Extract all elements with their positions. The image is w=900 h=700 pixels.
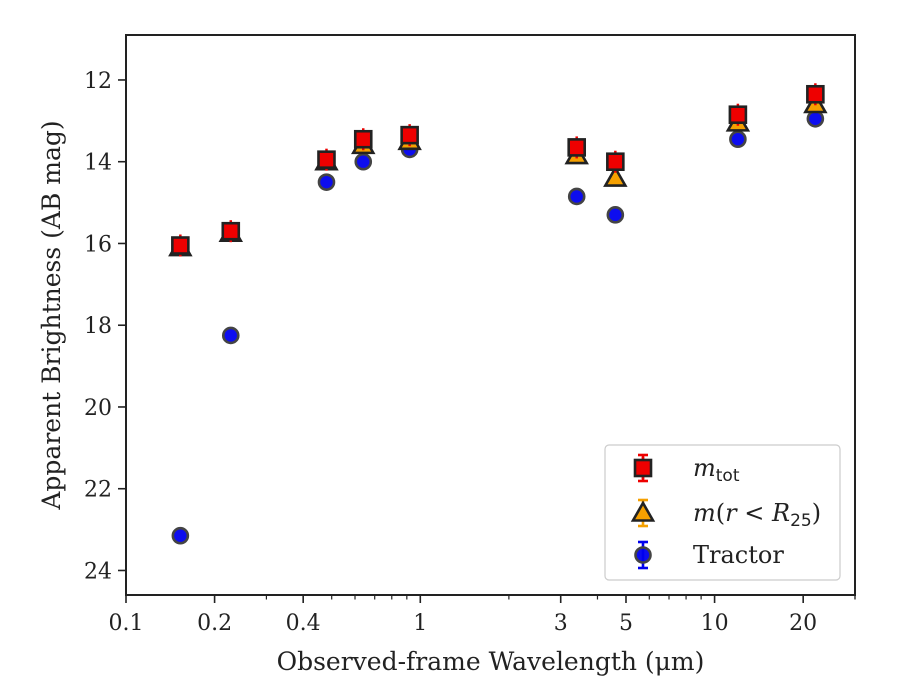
- x-tick-label: 3: [554, 611, 568, 636]
- data-point-circle: [317, 173, 336, 191]
- data-point-circle: [171, 526, 190, 545]
- data-point-circle: [806, 109, 825, 128]
- x-tick-label: 0.1: [109, 611, 144, 636]
- y-axis-title: Apparent Brightness (AB mag): [37, 120, 66, 510]
- y-tick-label: 24: [84, 559, 112, 584]
- y-tick-label: 22: [84, 478, 112, 503]
- series-square: [171, 83, 825, 257]
- legend-marker-square: [633, 457, 653, 479]
- legend-item: m(r < R25): [630, 498, 821, 531]
- data-point-triangle: [603, 165, 628, 187]
- plot-frame: [125, 34, 856, 596]
- x-tick-label: 20: [789, 611, 817, 636]
- y-tick-label: 12: [84, 69, 112, 94]
- y-tick-label: 14: [84, 151, 112, 176]
- data-point-circle: [567, 187, 586, 206]
- data-point-square: [171, 234, 190, 257]
- x-axis-ticks: 0.1 0.2 0.4 1 3 5 10 20: [109, 595, 817, 636]
- legend-item: Tractor: [634, 540, 784, 570]
- series-circle: [171, 109, 825, 545]
- x-axis-title: Observed-frame Wavelength (μm): [277, 647, 705, 676]
- data-point-square: [317, 148, 336, 171]
- legend: mtot m(r < R25) Tractor: [604, 444, 841, 581]
- data-point-square: [221, 220, 241, 243]
- data-point-square: [728, 103, 748, 126]
- data-point-circle: [221, 326, 240, 345]
- legend-marker-circle: [634, 546, 652, 564]
- legend-label: Tractor: [693, 541, 784, 569]
- data-point-square: [353, 128, 373, 151]
- y-tick-label: 18: [84, 314, 112, 339]
- y-tick-label: 16: [84, 232, 112, 257]
- legend-box: [604, 444, 841, 581]
- y-axis-ticks: 12 14 16 18 20 22 24: [84, 69, 126, 584]
- x-tick-label: 5: [619, 611, 633, 636]
- legend-item: mtot: [633, 453, 740, 486]
- legend-label: m(r < R25): [693, 499, 821, 531]
- data-point-circle: [606, 206, 625, 224]
- x-tick-label: 0.4: [286, 611, 321, 636]
- series-triangle: [168, 91, 828, 257]
- legend-label: mtot: [693, 454, 740, 486]
- data-point-square: [606, 150, 625, 173]
- y-tick-label: 20: [84, 396, 112, 421]
- data-series: [168, 83, 828, 545]
- data-point-square: [400, 124, 419, 147]
- data-point-circle: [354, 152, 373, 171]
- x-tick-label: 0.2: [197, 611, 232, 636]
- data-point-circle: [729, 130, 747, 149]
- data-point-square: [806, 83, 825, 106]
- x-tick-label: 10: [701, 611, 729, 636]
- legend-marker-triangle: [630, 500, 656, 522]
- x-tick-label: 1: [413, 611, 427, 636]
- data-point-square: [567, 136, 587, 159]
